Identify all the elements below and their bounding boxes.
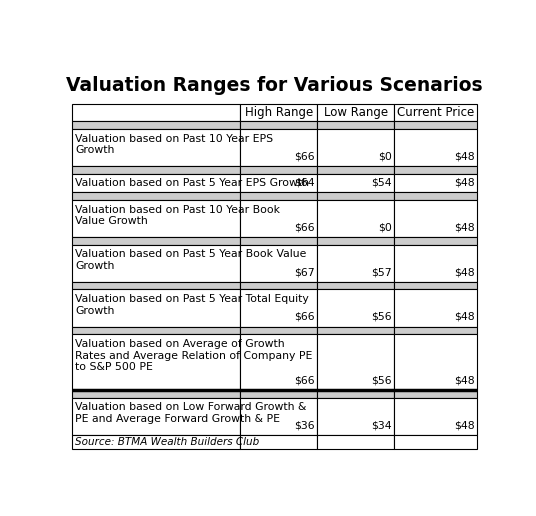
Bar — [72, 121, 240, 129]
Text: $48: $48 — [455, 151, 475, 162]
Text: $66: $66 — [294, 151, 315, 162]
Bar — [240, 129, 317, 166]
Bar — [317, 282, 394, 289]
Bar — [394, 173, 478, 192]
Bar — [240, 104, 317, 121]
Text: $0: $0 — [378, 151, 392, 162]
Bar — [317, 129, 394, 166]
Bar — [317, 200, 394, 237]
Bar — [72, 334, 240, 390]
Bar — [394, 121, 478, 129]
Bar — [317, 334, 394, 390]
Bar — [240, 237, 317, 245]
Bar — [72, 104, 240, 121]
Bar — [240, 192, 317, 200]
Text: $66: $66 — [294, 312, 315, 322]
Bar — [394, 334, 478, 390]
Bar — [394, 104, 478, 121]
Bar — [394, 398, 478, 435]
Text: $48: $48 — [455, 312, 475, 322]
Bar — [394, 327, 478, 334]
Bar — [394, 200, 478, 237]
Bar — [317, 390, 394, 398]
Bar — [394, 129, 478, 166]
Text: Valuation based on Past 10 Year EPS
Growth: Valuation based on Past 10 Year EPS Grow… — [75, 134, 273, 155]
Bar — [240, 245, 317, 282]
Bar — [394, 237, 478, 245]
Bar — [72, 166, 240, 173]
Bar — [72, 327, 240, 334]
Bar — [317, 398, 394, 435]
Bar — [317, 289, 394, 327]
Text: $48: $48 — [455, 376, 475, 385]
Text: High Range: High Range — [244, 106, 313, 119]
Bar — [394, 245, 478, 282]
Bar — [317, 435, 394, 449]
Bar — [394, 435, 478, 449]
Text: $57: $57 — [371, 267, 392, 277]
Text: Source: BTMA Wealth Builders Club: Source: BTMA Wealth Builders Club — [75, 437, 259, 447]
Bar — [72, 282, 240, 289]
Bar — [317, 173, 394, 192]
Text: Valuation based on Past 5 Year Book Value
Growth: Valuation based on Past 5 Year Book Valu… — [75, 249, 307, 271]
Text: Low Range: Low Range — [324, 106, 388, 119]
Bar — [240, 390, 317, 398]
Text: $56: $56 — [371, 312, 392, 322]
Bar — [317, 104, 394, 121]
Text: $48: $48 — [455, 267, 475, 277]
Bar — [240, 282, 317, 289]
Bar — [317, 327, 394, 334]
Text: Valuation based on Past 5 Year Total Equity
Growth: Valuation based on Past 5 Year Total Equ… — [75, 294, 309, 316]
Text: Valuation based on Past 5 Year EPS Growth: Valuation based on Past 5 Year EPS Growt… — [75, 179, 309, 188]
Text: $54: $54 — [371, 178, 392, 187]
Bar — [317, 121, 394, 129]
Bar — [72, 192, 240, 200]
Bar — [72, 200, 240, 237]
Bar — [72, 237, 240, 245]
Bar — [72, 435, 240, 449]
Text: $48: $48 — [455, 222, 475, 232]
Text: Valuation Ranges for Various Scenarios: Valuation Ranges for Various Scenarios — [66, 76, 483, 95]
Bar — [240, 435, 317, 449]
Bar — [240, 121, 317, 129]
Text: Current Price: Current Price — [397, 106, 474, 119]
Bar — [72, 289, 240, 327]
Bar — [394, 282, 478, 289]
Text: $34: $34 — [371, 420, 392, 430]
Text: Valuation based on Past 10 Year Book
Value Growth: Valuation based on Past 10 Year Book Val… — [75, 204, 280, 226]
Bar — [240, 166, 317, 173]
Bar — [240, 327, 317, 334]
Text: $64: $64 — [294, 178, 315, 187]
Bar — [72, 129, 240, 166]
Bar — [240, 398, 317, 435]
Bar — [317, 166, 394, 173]
Bar — [72, 173, 240, 192]
Text: $67: $67 — [294, 267, 315, 277]
Bar — [72, 245, 240, 282]
Text: $66: $66 — [294, 376, 315, 385]
Bar — [240, 200, 317, 237]
Bar — [394, 166, 478, 173]
Bar — [317, 237, 394, 245]
Bar — [240, 334, 317, 390]
Text: Valuation based on Low Forward Growth &
PE and Average Forward Growth & PE: Valuation based on Low Forward Growth & … — [75, 402, 307, 424]
Bar — [317, 192, 394, 200]
Bar — [394, 289, 478, 327]
Text: $48: $48 — [455, 178, 475, 187]
Text: $56: $56 — [371, 376, 392, 385]
Bar — [240, 173, 317, 192]
Bar — [317, 245, 394, 282]
Text: $36: $36 — [294, 420, 315, 430]
Bar — [240, 289, 317, 327]
Text: $66: $66 — [294, 222, 315, 232]
Text: $0: $0 — [378, 222, 392, 232]
Bar — [72, 390, 240, 398]
Text: Valuation based on Average of Growth
Rates and Average Relation of Company PE
to: Valuation based on Average of Growth Rat… — [75, 339, 312, 372]
Bar — [394, 192, 478, 200]
Bar — [394, 390, 478, 398]
Bar — [72, 398, 240, 435]
Text: $48: $48 — [455, 420, 475, 430]
